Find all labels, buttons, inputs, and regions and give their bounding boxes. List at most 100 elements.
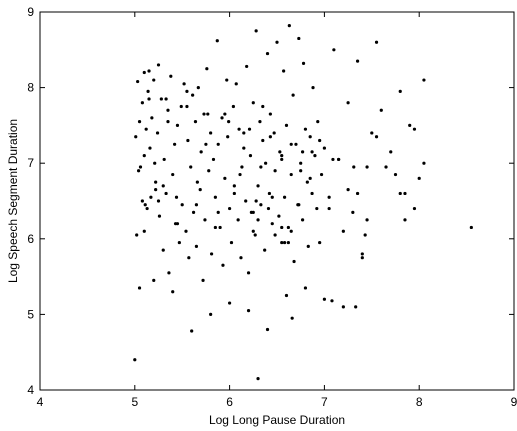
scatter-point bbox=[166, 108, 170, 112]
scatter-point bbox=[199, 150, 203, 154]
scatter-point bbox=[209, 131, 213, 135]
scatter-point bbox=[363, 233, 367, 237]
scatter-point bbox=[225, 78, 229, 82]
scatter-point bbox=[137, 120, 142, 124]
scatter-point bbox=[297, 203, 301, 207]
scatter-point bbox=[202, 112, 206, 116]
scatter-point bbox=[215, 39, 219, 43]
scatter-point bbox=[231, 104, 235, 109]
scatter-point bbox=[270, 222, 274, 226]
scatter-point bbox=[393, 172, 398, 177]
scatter-point bbox=[220, 116, 224, 120]
scatter-point bbox=[194, 244, 199, 248]
scatter-point bbox=[251, 101, 255, 105]
scatter-point bbox=[332, 48, 336, 52]
scatter-point bbox=[216, 210, 220, 214]
y-tick-label: 7 bbox=[27, 156, 34, 170]
y-tick-label: 6 bbox=[27, 232, 34, 246]
scatter-point bbox=[331, 157, 335, 162]
scatter-point bbox=[318, 138, 322, 143]
scatter-point bbox=[254, 199, 258, 203]
scatter-point bbox=[282, 69, 286, 73]
scatter-point bbox=[316, 120, 320, 124]
scatter-point bbox=[403, 218, 407, 222]
scatter-point bbox=[142, 70, 146, 75]
scatter-point bbox=[171, 172, 175, 177]
scatter-point bbox=[229, 240, 234, 245]
scatter-point bbox=[206, 112, 210, 116]
scatter-point bbox=[161, 184, 165, 188]
scatter-point bbox=[278, 150, 282, 154]
scatter-point bbox=[273, 169, 277, 173]
scatter-point bbox=[268, 135, 272, 139]
scatter-point bbox=[133, 358, 137, 362]
scatter-point bbox=[251, 210, 255, 214]
x-tick-label: 8 bbox=[416, 395, 423, 409]
y-axis-ticks: 4 5 6 7 8 9 bbox=[27, 5, 514, 397]
scatter-point bbox=[352, 165, 356, 169]
scatter-point bbox=[137, 286, 142, 290]
scatter-point bbox=[152, 278, 156, 282]
scatter-point bbox=[164, 97, 168, 101]
scatter-point bbox=[245, 64, 249, 69]
scatter-point bbox=[282, 195, 287, 199]
scatter-point bbox=[256, 184, 260, 188]
scatter-point bbox=[254, 29, 258, 33]
scatter-point bbox=[286, 240, 290, 245]
scatter-point bbox=[384, 165, 388, 169]
scatter-point bbox=[223, 176, 227, 180]
scatter-point bbox=[223, 112, 227, 116]
scatter-point bbox=[221, 263, 225, 267]
scatter-point bbox=[354, 305, 358, 309]
scatter-point bbox=[277, 214, 281, 218]
scatter-point bbox=[286, 225, 290, 230]
scatter-point bbox=[280, 225, 284, 230]
scatter-point bbox=[190, 329, 194, 333]
scatter-point bbox=[152, 78, 156, 82]
scatter-point bbox=[365, 218, 369, 222]
scatter-point bbox=[374, 135, 379, 139]
scatter-point bbox=[294, 142, 298, 146]
scatter-point bbox=[175, 222, 180, 226]
scatter-point bbox=[280, 154, 284, 158]
scatter-point bbox=[412, 206, 417, 211]
scatter-point bbox=[136, 79, 140, 84]
scatter-point bbox=[337, 157, 341, 162]
scatter-point bbox=[164, 191, 168, 196]
scatter-point bbox=[330, 299, 334, 303]
scatter-point bbox=[248, 154, 253, 158]
scatter-point bbox=[319, 172, 324, 177]
y-tick-label: 4 bbox=[27, 383, 34, 397]
scatter-point bbox=[140, 101, 144, 105]
scatter-point bbox=[341, 229, 345, 233]
scatter-point bbox=[322, 297, 326, 301]
y-tick-label: 8 bbox=[27, 81, 34, 95]
scatter-point bbox=[275, 40, 279, 44]
scatter-point bbox=[270, 195, 274, 199]
scatter-point bbox=[301, 61, 306, 66]
scatter-point bbox=[242, 131, 246, 135]
scatter-point bbox=[146, 89, 150, 93]
scatter-point bbox=[166, 120, 170, 124]
scatter-point bbox=[261, 104, 265, 109]
scatter-point bbox=[289, 142, 293, 146]
scatter-point bbox=[153, 161, 157, 165]
scatter-point bbox=[256, 377, 260, 381]
scatter-point bbox=[216, 142, 220, 146]
scatter-point bbox=[370, 131, 374, 135]
scatter-point bbox=[227, 120, 231, 124]
scatter-point bbox=[246, 309, 251, 313]
scatter-point bbox=[300, 218, 305, 222]
scatter-point bbox=[134, 135, 138, 139]
scatter-point bbox=[161, 248, 165, 252]
scatter-point bbox=[177, 240, 181, 245]
scatter-point bbox=[182, 82, 186, 86]
scatter-point bbox=[346, 101, 350, 105]
scatter-point bbox=[341, 305, 345, 309]
scatter-point bbox=[253, 233, 257, 237]
scatter-point bbox=[303, 286, 308, 290]
scatter-point bbox=[162, 157, 166, 162]
scatter-point bbox=[191, 210, 196, 214]
scatter-point bbox=[187, 256, 191, 260]
